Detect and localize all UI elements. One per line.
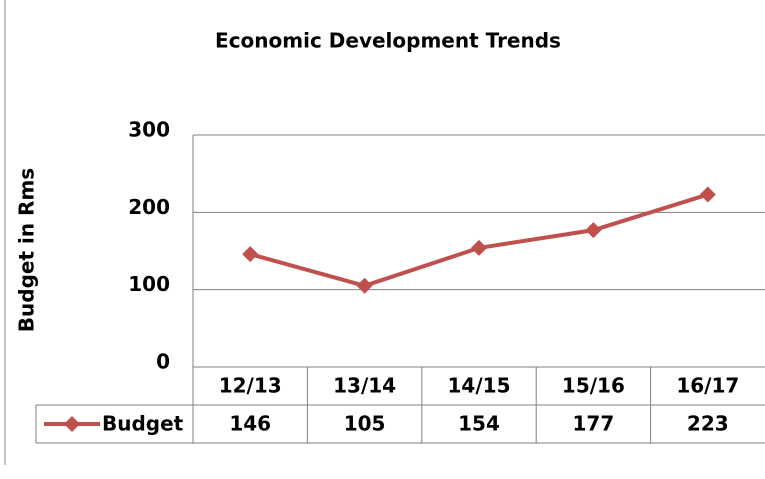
x-tick-label: 14/15 xyxy=(448,374,511,398)
data-point xyxy=(471,239,487,256)
legend-label: Budget xyxy=(102,412,184,436)
table-value: 146 xyxy=(229,412,271,436)
y-tick-label: 100 xyxy=(128,272,170,296)
x-tick-label: 13/14 xyxy=(333,374,396,398)
chart-title: Economic Development Trends xyxy=(215,29,561,53)
legend-marker xyxy=(64,416,80,432)
x-tick-label: 12/13 xyxy=(219,374,282,398)
table-value: 105 xyxy=(344,412,386,436)
data-point xyxy=(585,222,602,239)
data-point xyxy=(699,186,716,203)
data-point xyxy=(242,246,259,263)
y-tick-label: 0 xyxy=(156,350,170,374)
x-tick-label: 16/17 xyxy=(676,374,739,398)
table-value: 223 xyxy=(687,412,729,436)
y-tick-label: 200 xyxy=(128,195,170,219)
x-tick-label: 15/16 xyxy=(562,374,625,398)
table-value: 154 xyxy=(458,412,500,436)
y-tick-label: 300 xyxy=(128,118,170,142)
y-axis-label: Budget in Rms xyxy=(15,168,39,332)
table-value: 177 xyxy=(573,412,615,436)
data-point xyxy=(356,277,373,294)
